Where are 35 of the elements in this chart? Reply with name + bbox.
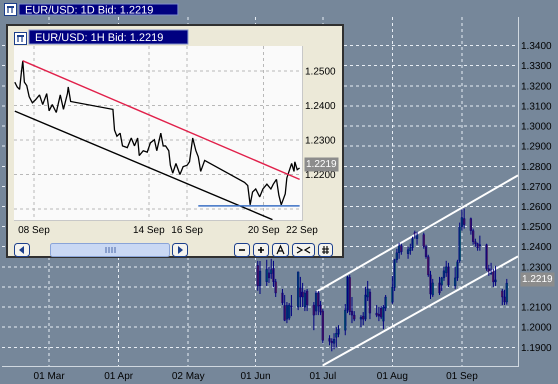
annotation: 1.2219 (306, 159, 338, 170)
y-tick-label: 1.2500 (305, 66, 336, 78)
x-tick-label: 01 Mar (34, 371, 66, 382)
x-tick-label: 20 Sep (248, 225, 280, 236)
y-tick-label: 1.2000 (521, 322, 552, 334)
y-tick-label: 1.1900 (521, 342, 552, 354)
y-tick-label: 1.2600 (521, 202, 552, 213)
y-tick-label: 1.3200 (521, 81, 552, 92)
x-tick-label: 14 Sep (132, 225, 166, 236)
x-tick-label: 08 Sep (18, 225, 50, 236)
chart-title: EUR/USD: 1D Bid: 1.2219 (25, 4, 154, 16)
text: 1.2219 (522, 274, 554, 285)
x-tick-label: 01 Apr (104, 371, 134, 382)
x-tick-label: 01 Aug (376, 371, 408, 382)
y-tick-label: 1.2300 (305, 136, 336, 147)
x-tick-label: 02 May (172, 371, 205, 382)
y-tick-label: 1.3300 (521, 61, 552, 72)
y-tick-label: 1.3000 (521, 122, 552, 133)
y-tick-label: 1.2400 (305, 101, 336, 112)
y-tick-label: 1.2400 (521, 242, 552, 254)
candlestick (290, 294, 293, 317)
x-tick-label: 22 Sep (286, 225, 318, 236)
y-tick-label: 1.2100 (521, 302, 552, 314)
x-tick-label: 16 Sep (171, 225, 204, 236)
y-tick-label: 1.2500 (521, 222, 552, 234)
y-tick-label: 1.2800 (521, 162, 552, 173)
y-tick-label: 1.2900 (521, 142, 552, 153)
y-tick-label: 1.2700 (521, 182, 552, 193)
y-tick-label: 1.3100 (521, 101, 552, 112)
y-tick-label: 1.2300 (521, 262, 552, 274)
x-tick-label: 01 Jun (240, 371, 271, 382)
x-tick-label: 01 Jul (309, 371, 336, 382)
chart-title: EUR/USD: 1H Bid: 1.2219 (35, 32, 164, 44)
x-tick-label: 01 Sep (446, 371, 478, 382)
y-tick-label: 1.3400 (521, 41, 552, 52)
